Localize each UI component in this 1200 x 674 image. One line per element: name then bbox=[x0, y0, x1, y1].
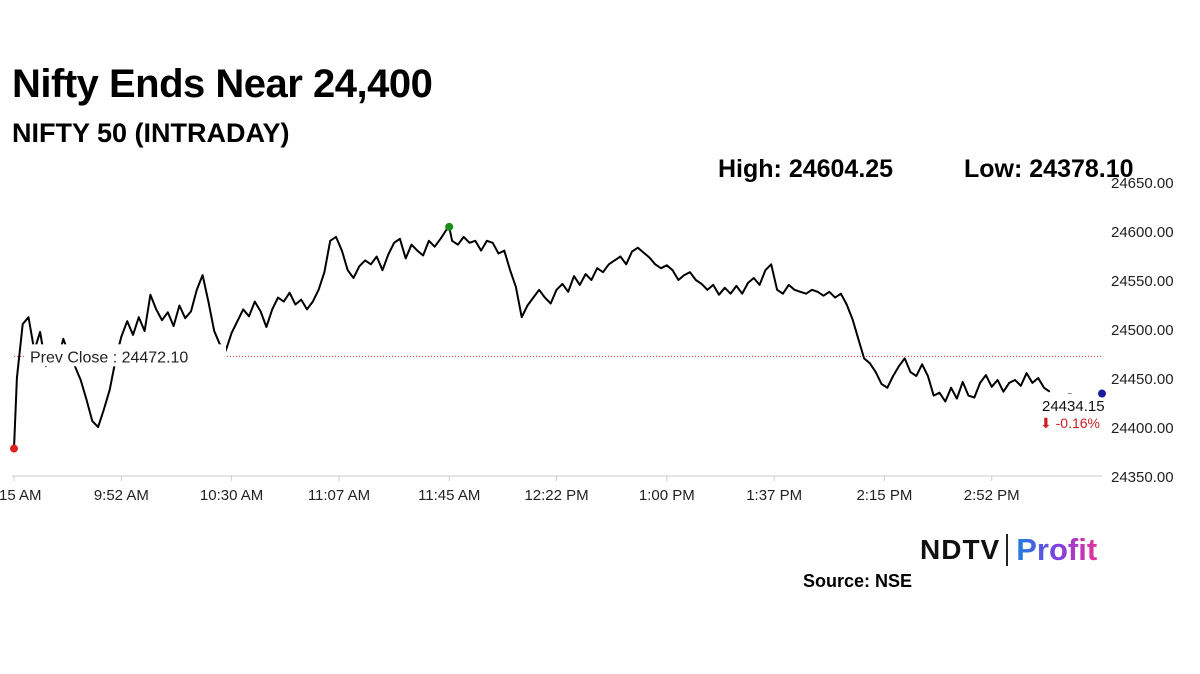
x-tick-label: 2:15 PM bbox=[856, 487, 912, 504]
chart-title: Nifty Ends Near 24,400 bbox=[12, 62, 433, 106]
y-tick-label: 24450.00 bbox=[1111, 371, 1174, 388]
x-tick-label: 1:00 PM bbox=[639, 487, 695, 504]
price-series-line bbox=[13, 225, 1051, 449]
prev-close-label: Prev Close : 24472.10 bbox=[30, 349, 188, 366]
x-tick-label: 9:52 AM bbox=[94, 487, 149, 504]
y-tick-label: 24350.00 bbox=[1111, 469, 1174, 486]
y-tick-label: 24400.00 bbox=[1111, 420, 1174, 437]
y-tick-label: 24650.00 bbox=[1111, 175, 1174, 192]
chart-subtitle: NIFTY 50 (INTRADAY) bbox=[12, 118, 290, 148]
x-tick-label: 2:52 PM bbox=[964, 487, 1020, 504]
prev-close-label-bg bbox=[24, 344, 226, 367]
logo-ndtv-text: NDTV bbox=[920, 534, 1001, 565]
y-tick-label: 24550.00 bbox=[1111, 273, 1174, 290]
logo-divider bbox=[1006, 534, 1009, 566]
y-tick-label: 24500.00 bbox=[1111, 322, 1174, 339]
day-high-label: High: 24604.25 bbox=[718, 155, 894, 183]
logo-profit-text: Profit bbox=[1016, 532, 1098, 567]
open-marker bbox=[10, 444, 18, 453]
x-tick-label: 1:37 PM bbox=[746, 487, 802, 504]
last-marker bbox=[1098, 389, 1106, 398]
source-label: Source: NSE bbox=[803, 571, 913, 591]
x-tick-label: 11:07 AM bbox=[308, 487, 370, 504]
day-low-label: Low: 24378.10 bbox=[964, 155, 1134, 183]
change-label: ⬇ -0.16% bbox=[1040, 415, 1100, 431]
x-tick-label: 12:22 PM bbox=[524, 487, 588, 504]
x-tick-label: 9:15 AM bbox=[0, 487, 42, 504]
x-tick-label: 10:30 AM bbox=[200, 487, 263, 504]
ndtv-profit-logo: NDTV Profit bbox=[920, 530, 1097, 570]
y-tick-label: 24600.00 bbox=[1111, 224, 1174, 241]
last-value-label: 24434.15 bbox=[1042, 398, 1105, 415]
x-tick-label: 11:45 AM bbox=[418, 487, 480, 504]
high-marker bbox=[445, 222, 454, 231]
